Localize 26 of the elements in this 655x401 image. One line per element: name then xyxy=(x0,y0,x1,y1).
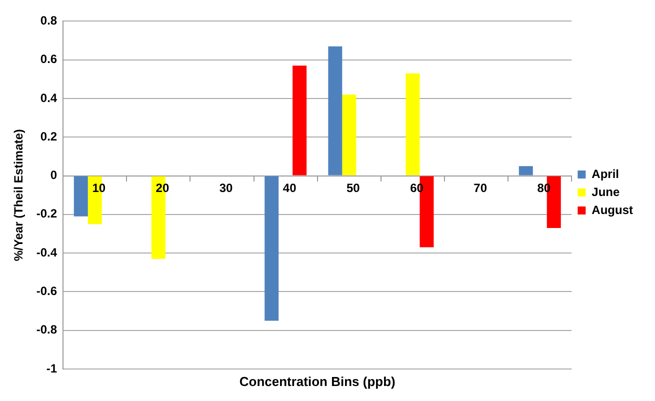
y-tick-label: -0.2 xyxy=(36,206,58,221)
y-tick-label: -0.4 xyxy=(36,245,58,260)
y-tick-label: -1 xyxy=(46,361,58,376)
legend-label: June xyxy=(592,184,620,199)
bar xyxy=(74,176,88,216)
x-tick-label: 30 xyxy=(219,181,234,196)
y-tick-label: 0.6 xyxy=(40,52,58,66)
bar xyxy=(342,94,356,176)
legend-label: August xyxy=(592,202,634,217)
bar xyxy=(264,176,279,321)
bar xyxy=(292,66,307,176)
y-tick-label: -0.6 xyxy=(36,284,58,298)
y-tick-label: 0.4 xyxy=(40,90,58,105)
y-axis-title: %/Year (Theil Estimate) xyxy=(12,129,26,262)
bar xyxy=(406,73,420,176)
x-tick-label: 70 xyxy=(474,181,488,196)
x-tick-label: 50 xyxy=(346,181,360,196)
y-tick-label: 0 xyxy=(50,168,58,182)
x-axis-title: Concentration Bins (ppb) xyxy=(239,374,396,390)
legend-label: April xyxy=(592,166,620,181)
x-tick-label: 40 xyxy=(282,181,297,196)
bar xyxy=(518,166,533,176)
y-tick-label: 0.8 xyxy=(40,14,58,28)
bar xyxy=(328,46,342,176)
y-tick-label: 0.2 xyxy=(40,129,58,144)
y-tick-label: -0.8 xyxy=(36,322,58,337)
